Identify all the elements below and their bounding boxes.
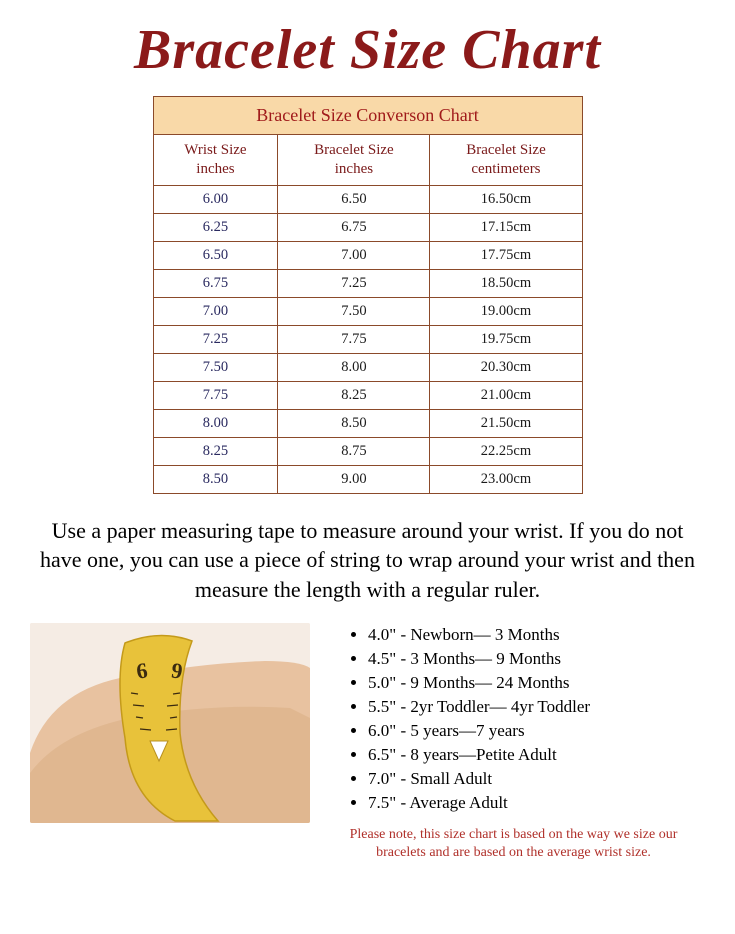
table-cell: 19.75cm (430, 325, 582, 353)
list-item: 7.5" - Average Adult (368, 791, 705, 815)
table-cell: 22.25cm (430, 437, 582, 465)
table-header-row: Wrist SizeinchesBracelet SizeinchesBrace… (153, 135, 582, 186)
table-cell: 7.75 (278, 325, 430, 353)
table-cell: 6.00 (153, 185, 278, 213)
list-item: 6.5" - 8 years—Petite Adult (368, 743, 705, 767)
table-row: 8.008.5021.50cm (153, 409, 582, 437)
table-row: 8.509.0023.00cm (153, 465, 582, 493)
table-cell: 6.50 (153, 241, 278, 269)
table-cell: 6.75 (153, 269, 278, 297)
table-cell: 6.75 (278, 213, 430, 241)
table-cell: 7.75 (153, 381, 278, 409)
table-cell: 8.75 (278, 437, 430, 465)
size-chart-footnote: Please note, this size chart is based on… (330, 816, 705, 864)
bottom-section: 6 9 4.0" - Newborn— 3 Months4.5" - 3 Mon… (0, 619, 735, 864)
size-chart-table: Bracelet Size Converson Chart Wrist Size… (153, 96, 583, 494)
table-cell: 7.50 (278, 297, 430, 325)
measuring-instructions: Use a paper measuring tape to measure ar… (0, 512, 735, 619)
table-cell: 7.00 (278, 241, 430, 269)
table-cell: 8.25 (278, 381, 430, 409)
wrist-measuring-illustration: 6 9 (30, 623, 310, 823)
table-cell: 17.15cm (430, 213, 582, 241)
table-cell: 8.25 (153, 437, 278, 465)
age-size-list: 4.0" - Newborn— 3 Months4.5" - 3 Months—… (330, 623, 705, 816)
table-row: 6.006.5016.50cm (153, 185, 582, 213)
table-row: 7.257.7519.75cm (153, 325, 582, 353)
table-cell: 7.00 (153, 297, 278, 325)
table-cell: 6.50 (278, 185, 430, 213)
table-cell: 18.50cm (430, 269, 582, 297)
table-cell: 7.25 (153, 325, 278, 353)
list-item: 5.5" - 2yr Toddler— 4yr Toddler (368, 695, 705, 719)
table-row: 6.757.2518.50cm (153, 269, 582, 297)
table-cell: 16.50cm (430, 185, 582, 213)
table-cell: 6.25 (153, 213, 278, 241)
size-chart-container: Bracelet Size Converson Chart Wrist Size… (0, 90, 735, 512)
table-cell: 20.30cm (430, 353, 582, 381)
table-row: 6.256.7517.15cm (153, 213, 582, 241)
table-cell: 23.00cm (430, 465, 582, 493)
table-row: 7.758.2521.00cm (153, 381, 582, 409)
table-cell: 8.00 (153, 409, 278, 437)
table-cell: 21.00cm (430, 381, 582, 409)
table-cell: 19.00cm (430, 297, 582, 325)
list-item: 6.0" - 5 years—7 years (368, 719, 705, 743)
chart-caption: Bracelet Size Converson Chart (153, 97, 582, 135)
table-row: 7.007.5019.00cm (153, 297, 582, 325)
table-cell: 21.50cm (430, 409, 582, 437)
list-item: 4.0" - Newborn— 3 Months (368, 623, 705, 647)
table-row: 6.507.0017.75cm (153, 241, 582, 269)
page-title: Bracelet Size Chart (0, 0, 735, 90)
table-cell: 8.00 (278, 353, 430, 381)
table-cell: 8.50 (278, 409, 430, 437)
list-item: 5.0" - 9 Months— 24 Months (368, 671, 705, 695)
table-cell: 7.50 (153, 353, 278, 381)
column-header: Wrist Sizeinches (153, 135, 278, 186)
table-cell: 9.00 (278, 465, 430, 493)
table-cell: 7.25 (278, 269, 430, 297)
column-header: Bracelet Sizeinches (278, 135, 430, 186)
table-cell: 8.50 (153, 465, 278, 493)
table-row: 8.258.7522.25cm (153, 437, 582, 465)
list-item: 4.5" - 3 Months— 9 Months (368, 647, 705, 671)
table-row: 7.508.0020.30cm (153, 353, 582, 381)
list-item: 7.0" - Small Adult (368, 767, 705, 791)
table-cell: 17.75cm (430, 241, 582, 269)
column-header: Bracelet Sizecentimeters (430, 135, 582, 186)
age-guide-column: 4.0" - Newborn— 3 Months4.5" - 3 Months—… (330, 623, 705, 864)
